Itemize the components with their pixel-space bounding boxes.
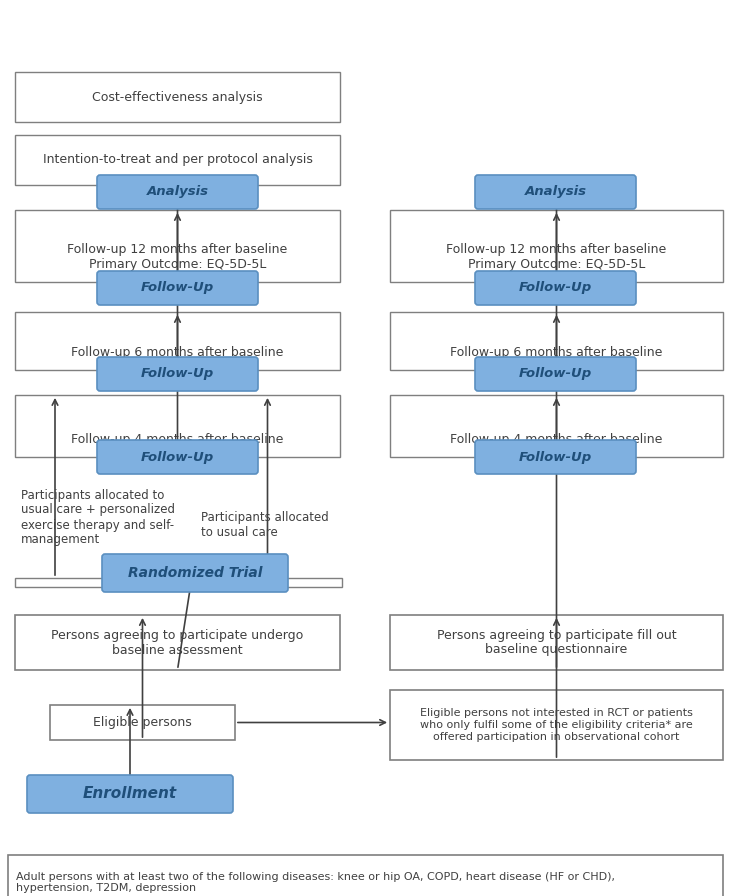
FancyBboxPatch shape bbox=[15, 210, 340, 282]
FancyBboxPatch shape bbox=[390, 615, 723, 670]
FancyBboxPatch shape bbox=[390, 312, 723, 370]
FancyBboxPatch shape bbox=[97, 175, 258, 209]
FancyBboxPatch shape bbox=[97, 357, 258, 391]
FancyBboxPatch shape bbox=[390, 210, 723, 282]
Text: Follow-up 12 months after baseline
Primary Outcome: EQ-5D-5L: Follow-up 12 months after baseline Prima… bbox=[68, 243, 288, 271]
Text: Follow-up 6 months after baseline: Follow-up 6 months after baseline bbox=[450, 346, 663, 359]
FancyBboxPatch shape bbox=[15, 395, 340, 457]
FancyBboxPatch shape bbox=[50, 705, 235, 740]
FancyBboxPatch shape bbox=[8, 855, 723, 896]
FancyBboxPatch shape bbox=[15, 72, 340, 122]
Text: Persons agreeing to participate undergo
baseline assessment: Persons agreeing to participate undergo … bbox=[51, 628, 304, 657]
Text: Follow-Up: Follow-Up bbox=[141, 367, 214, 381]
FancyBboxPatch shape bbox=[15, 312, 340, 370]
FancyBboxPatch shape bbox=[97, 440, 258, 474]
FancyBboxPatch shape bbox=[475, 440, 636, 474]
Text: Follow-Up: Follow-Up bbox=[519, 367, 592, 381]
Text: Eligible persons: Eligible persons bbox=[93, 716, 192, 729]
Text: Participants allocated to
usual care + personalized
exercise therapy and self-
m: Participants allocated to usual care + p… bbox=[21, 488, 175, 547]
FancyBboxPatch shape bbox=[27, 775, 233, 813]
FancyBboxPatch shape bbox=[390, 690, 723, 760]
Text: Follow-up 4 months after baseline: Follow-up 4 months after baseline bbox=[450, 433, 663, 446]
FancyBboxPatch shape bbox=[102, 554, 288, 592]
FancyBboxPatch shape bbox=[15, 578, 342, 587]
FancyBboxPatch shape bbox=[390, 395, 723, 457]
Text: Randomized Trial: Randomized Trial bbox=[128, 566, 262, 580]
FancyBboxPatch shape bbox=[475, 357, 636, 391]
Text: Follow-Up: Follow-Up bbox=[519, 281, 592, 295]
Text: Cost-effectiveness analysis: Cost-effectiveness analysis bbox=[92, 90, 263, 104]
FancyBboxPatch shape bbox=[97, 271, 258, 305]
Text: Follow-up 4 months after baseline: Follow-up 4 months after baseline bbox=[71, 433, 284, 446]
FancyBboxPatch shape bbox=[15, 135, 340, 185]
Text: Follow-Up: Follow-Up bbox=[519, 451, 592, 463]
Text: Persons agreeing to participate fill out
baseline questionnaire: Persons agreeing to participate fill out… bbox=[437, 628, 676, 657]
Text: Analysis: Analysis bbox=[525, 185, 586, 199]
Text: Follow-Up: Follow-Up bbox=[141, 451, 214, 463]
Text: Eligible persons not interested in RCT or patients
who only fulfil some of the e: Eligible persons not interested in RCT o… bbox=[420, 709, 693, 742]
FancyBboxPatch shape bbox=[475, 175, 636, 209]
Text: Intention-to-treat and per protocol analysis: Intention-to-treat and per protocol anal… bbox=[42, 153, 313, 167]
Text: Follow-up 12 months after baseline
Primary Outcome: EQ-5D-5L: Follow-up 12 months after baseline Prima… bbox=[447, 243, 666, 271]
Text: Analysis: Analysis bbox=[146, 185, 209, 199]
Text: Follow-up 6 months after baseline: Follow-up 6 months after baseline bbox=[71, 346, 284, 359]
Text: Enrollment: Enrollment bbox=[83, 787, 177, 802]
FancyBboxPatch shape bbox=[15, 615, 340, 670]
Text: Follow-Up: Follow-Up bbox=[141, 281, 214, 295]
Text: Participants allocated
to usual care: Participants allocated to usual care bbox=[201, 511, 328, 539]
FancyBboxPatch shape bbox=[475, 271, 636, 305]
Text: Adult persons with at least two of the following diseases: knee or hip OA, COPD,: Adult persons with at least two of the f… bbox=[16, 872, 615, 893]
